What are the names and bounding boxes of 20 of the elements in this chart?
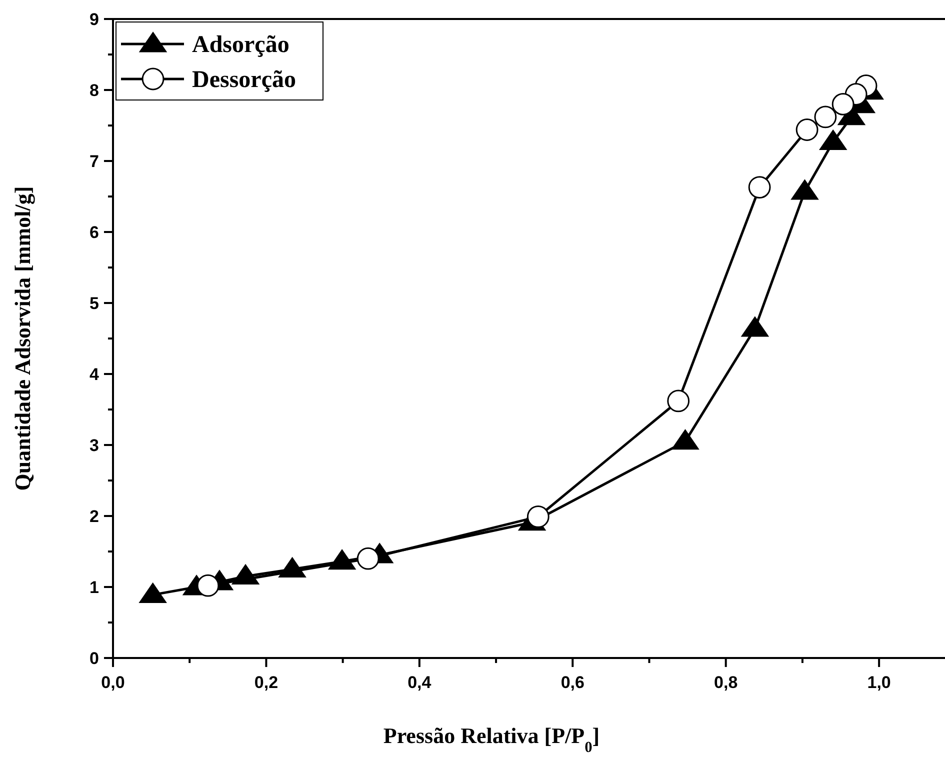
x-tick-label: 0,6 xyxy=(560,673,584,692)
legend-label: Dessorção xyxy=(192,67,296,93)
y-tick-label: 2 xyxy=(90,507,99,526)
y-tick-label: 8 xyxy=(90,81,99,100)
x-tick-label: 0,2 xyxy=(254,673,278,692)
y-tick-label: 7 xyxy=(90,152,99,171)
y-tick-label: 6 xyxy=(90,223,99,242)
y-tick-label: 3 xyxy=(90,436,99,455)
legend-label: Adsorção xyxy=(192,32,290,58)
x-tick-label: 0,4 xyxy=(408,673,432,692)
y-tick-label: 0 xyxy=(90,649,99,668)
y-tick-label: 4 xyxy=(90,365,100,384)
x-tick-label: 0,0 xyxy=(101,673,125,692)
x-tick-label: 0,8 xyxy=(714,673,738,692)
x-axis-title: Pressão Relativa [P/P$_{0}$] xyxy=(383,723,600,756)
y-axis-title: Quantidade Adsorvida [mmol/g] xyxy=(10,186,35,491)
y-tick-label: 5 xyxy=(90,294,99,313)
y-tick-label: 9 xyxy=(90,10,99,29)
x-tick-label: 1,0 xyxy=(867,673,891,692)
y-tick-label: 1 xyxy=(90,578,99,597)
